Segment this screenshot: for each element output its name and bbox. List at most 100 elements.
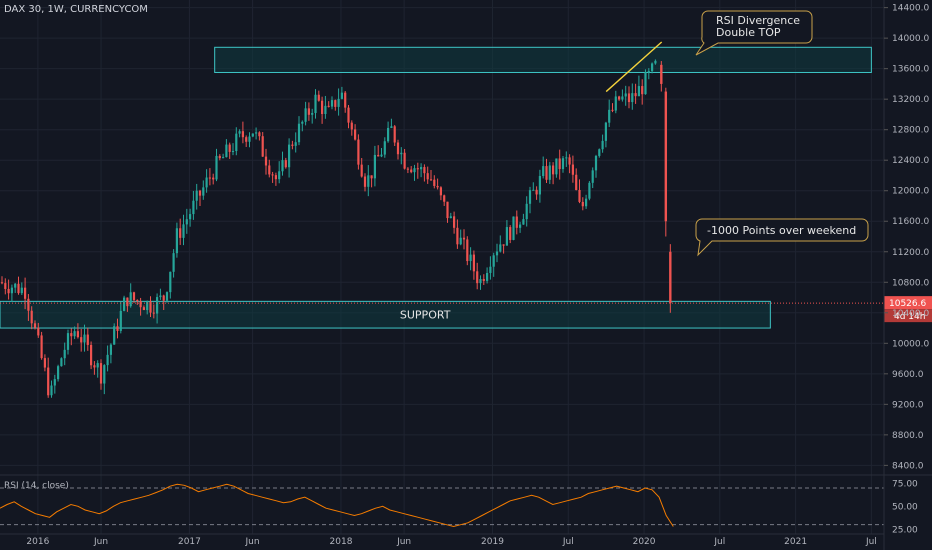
- candle-body: [426, 173, 429, 180]
- candle-body: [116, 326, 119, 331]
- candle-body: [416, 168, 419, 170]
- price-tick-label: 8800.0: [892, 431, 924, 441]
- candle-body: [50, 385, 53, 396]
- zone-box: [0, 300, 771, 329]
- candle-body: [357, 139, 360, 165]
- candle-body: [525, 203, 528, 220]
- rsi-line: [0, 483, 674, 528]
- price-tick-label: 12000.0: [892, 187, 929, 197]
- candle-body: [225, 144, 228, 158]
- candle-body: [453, 216, 456, 228]
- candle-body: [565, 157, 568, 159]
- candle-body: [360, 164, 363, 177]
- candle-body: [60, 358, 63, 367]
- candle-body: [647, 71, 650, 73]
- candle-body: [63, 349, 66, 359]
- candle-body: [109, 344, 112, 355]
- candle-body: [7, 288, 10, 294]
- candle-body: [624, 93, 627, 97]
- candle-body: [132, 292, 136, 300]
- candle-body: [499, 244, 502, 252]
- candle-body: [406, 168, 409, 170]
- candle-body: [334, 100, 337, 107]
- candle-body: [393, 126, 396, 143]
- last-price-label: 10526.6: [889, 299, 926, 309]
- candle-body: [182, 224, 185, 238]
- candle-body: [456, 227, 459, 245]
- candle-body: [436, 185, 439, 188]
- candle-body: [192, 200, 195, 215]
- candle-body: [561, 158, 565, 170]
- candle-body: [327, 105, 330, 107]
- candle-body: [598, 149, 601, 156]
- rsi-tick-label: 25.00: [892, 525, 918, 535]
- candle-body: [119, 310, 122, 331]
- candle-body: [271, 174, 274, 176]
- candle-body: [238, 131, 241, 134]
- candle-body: [278, 171, 281, 180]
- candle-body: [594, 155, 598, 171]
- candle-body: [288, 144, 291, 168]
- candle-body: [261, 136, 264, 157]
- candle-body: [258, 132, 261, 137]
- candle-body: [90, 344, 93, 366]
- candle-body: [403, 152, 406, 169]
- candle-body: [651, 63, 654, 72]
- candle-body: [390, 126, 393, 128]
- candle-body: [37, 327, 40, 336]
- candle-body: [542, 166, 545, 177]
- candle-body: [202, 187, 205, 196]
- candle-body: [618, 96, 621, 100]
- candle-body: [136, 299, 139, 302]
- candle-body: [304, 108, 307, 122]
- candle-body: [231, 151, 235, 153]
- candle-body: [20, 287, 23, 294]
- candle-body: [297, 123, 301, 143]
- candle-body: [644, 72, 647, 95]
- rsi-tick-label: 50.00: [892, 502, 918, 512]
- candle-body: [66, 333, 70, 350]
- candle-body: [40, 335, 43, 359]
- callout-divergence: [695, 10, 813, 56]
- candle-body: [637, 86, 640, 97]
- candle-body: [129, 292, 132, 307]
- candles: [0, 59, 672, 398]
- candle-body: [83, 334, 86, 343]
- candle-body: [519, 224, 522, 228]
- candle-body: [235, 133, 238, 152]
- candle-body: [317, 94, 320, 101]
- candle-body: [469, 254, 472, 262]
- candle-body: [552, 165, 555, 175]
- candle-body: [476, 271, 479, 284]
- price-tick-label: 11200.0: [892, 248, 929, 258]
- candle-body: [588, 182, 591, 199]
- candle-body: [654, 60, 657, 64]
- candle-body: [146, 301, 149, 311]
- candle-body: [17, 283, 20, 294]
- candle-body: [354, 129, 357, 140]
- time-tick-label: 2018: [330, 537, 353, 547]
- candle-body: [495, 251, 499, 256]
- candle-body: [30, 310, 33, 324]
- time-tick-label: 2019: [481, 537, 504, 547]
- candle-body: [443, 195, 446, 202]
- callout-weekend-text: -1000 Points over weekend: [707, 224, 856, 237]
- time-tick-label: Jul: [562, 537, 574, 547]
- candle-body: [486, 272, 489, 281]
- candle-body: [4, 283, 7, 289]
- candle-body: [189, 214, 192, 220]
- candle-body: [433, 179, 436, 186]
- candle-body: [10, 287, 13, 294]
- price-tick-label: 11600.0: [892, 217, 929, 227]
- chart-header: DAX 30, 1W, CURRENCYCOM: [4, 4, 148, 15]
- candle-body: [321, 100, 324, 115]
- candle-body: [301, 121, 304, 124]
- price-tick-label: 14400.0: [892, 4, 929, 14]
- candle-body: [515, 216, 518, 228]
- candle-body: [149, 301, 152, 313]
- candle-body: [509, 227, 512, 240]
- candle-body: [99, 363, 103, 384]
- candle-body: [578, 189, 581, 202]
